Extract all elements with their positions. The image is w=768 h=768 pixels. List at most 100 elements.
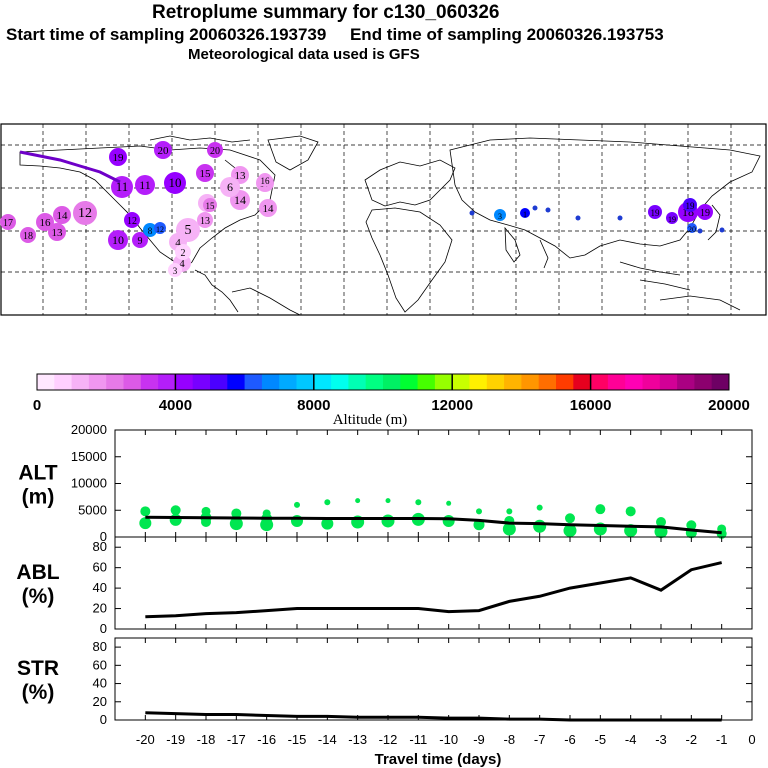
plume-dot [545,207,551,213]
series-line [145,561,723,619]
plume-marker [143,223,157,237]
y-tick-label: 40 [93,676,107,691]
colorbar-swatch [158,374,176,390]
colorbar-swatch [210,374,228,390]
chart-title: Retroplume summary for c130_060326 [152,2,500,23]
y-tick-label: 20 [93,694,107,709]
colorbar-swatch [573,374,592,390]
plume-marker [48,223,66,241]
scatter-point [595,504,606,515]
world-map: 1920201511111013171414121718161413129105… [0,123,767,316]
scatter-point [415,499,422,506]
colorbar-swatch [625,374,643,390]
plume-marker-label: 5 [185,223,192,238]
colorbar-swatch [711,374,730,390]
plume-marker-label: 19 [686,201,696,211]
plume-marker-label: 19 [113,152,125,164]
plume-marker [124,212,140,228]
x-axis-title: Travel time (days) [375,751,502,768]
plume-dot [532,205,538,211]
colorbar-swatch [54,374,73,390]
plume-dot [719,227,725,233]
colorbar-swatch [677,374,695,390]
plume-marker [207,142,223,158]
plume-marker-label: 10 [169,175,182,190]
scatter-point [385,498,391,504]
plume-marker-label: 20 [158,145,170,157]
plume-marker-label: 13 [52,227,64,239]
plume-marker [697,204,713,220]
x-tick-label: -16 [257,732,276,747]
colorbar-swatch [400,374,419,390]
plume-marker [0,214,16,230]
plume-marker [196,164,214,182]
plume-marker-label: 13 [200,216,210,227]
colorbar-swatch [348,374,367,390]
plume-marker-label: 4 [179,258,185,270]
y-tick-label: 80 [93,539,107,554]
colorbar-swatch [123,374,142,390]
colorbar-swatch [417,374,436,390]
scatter-point [170,505,181,516]
colorbar-swatch [37,374,55,390]
plume-marker [175,244,191,260]
scatter-point [139,517,152,530]
plume-marker [687,223,697,233]
panel-unit-label: (m) [22,486,55,509]
x-tick-label: -11 [409,732,427,747]
colorbar-swatches [37,374,730,390]
plume-marker-label: 10 [112,233,124,247]
scatter-point [229,517,243,531]
plume-marker-label: 17 [3,218,13,229]
panel-label: STR [17,657,59,680]
panel-str: 0 20 40 60 80 STR(%) [17,637,753,727]
plume-marker [108,230,128,250]
y-tick-label: 5000 [78,502,107,517]
plume-marker-label: 12 [78,206,92,221]
colorbar-swatch [642,374,661,390]
colorbar-swatch [538,374,557,390]
plume-marker [494,209,506,221]
plume-marker-label: 4 [175,237,181,249]
panel-label: ALT [18,462,57,485]
colorbar-swatch [331,374,349,390]
colorbar-tick-label: 0 [33,397,41,414]
y-tick-label: 60 [93,657,107,672]
colorbar-swatch [469,374,488,390]
plume-marker-label: 12 [127,216,137,227]
plume-marker [154,141,172,159]
scatter-point [476,508,482,515]
start-time-label: Start time of sampling 20060326.193739 [6,25,327,44]
scatter-point [169,513,182,526]
x-tick-label: 0 [748,732,755,747]
plume-marker [648,205,662,219]
plume-marker [259,199,277,217]
colorbar-swatch [434,374,453,390]
plume-marker [109,148,127,166]
colorbar-swatch [227,374,246,390]
plume-marker-label: 3 [498,212,502,221]
scatter-point [536,504,543,511]
colorbar-swatch [365,374,384,390]
x-tick-label: -2 [686,732,698,747]
scatter-point [294,501,300,508]
y-tick-label: 80 [93,639,107,654]
plume-marker [154,222,166,234]
colorbar-swatch [175,374,194,390]
colorbar-tick-label: 8000 [297,397,330,414]
plume-marker [164,172,186,194]
scatter-point [563,524,577,538]
y-tick-label: 0 [100,712,107,727]
colorbar-tick-label: 20000 [708,397,750,414]
met-data-label: Meteorological data used is GFS [188,46,420,63]
plume-marker [73,201,97,225]
plume-marker-label: 13 [235,170,247,182]
x-tick-label: -5 [595,732,607,747]
plume-marker-label: 16 [261,176,271,186]
plume-marker-label: 20 [210,146,220,157]
plume-marker-label: 11 [139,178,151,192]
plume-marker-label: 6 [227,180,233,194]
plume-marker [220,177,240,197]
scatter-point [686,520,697,531]
